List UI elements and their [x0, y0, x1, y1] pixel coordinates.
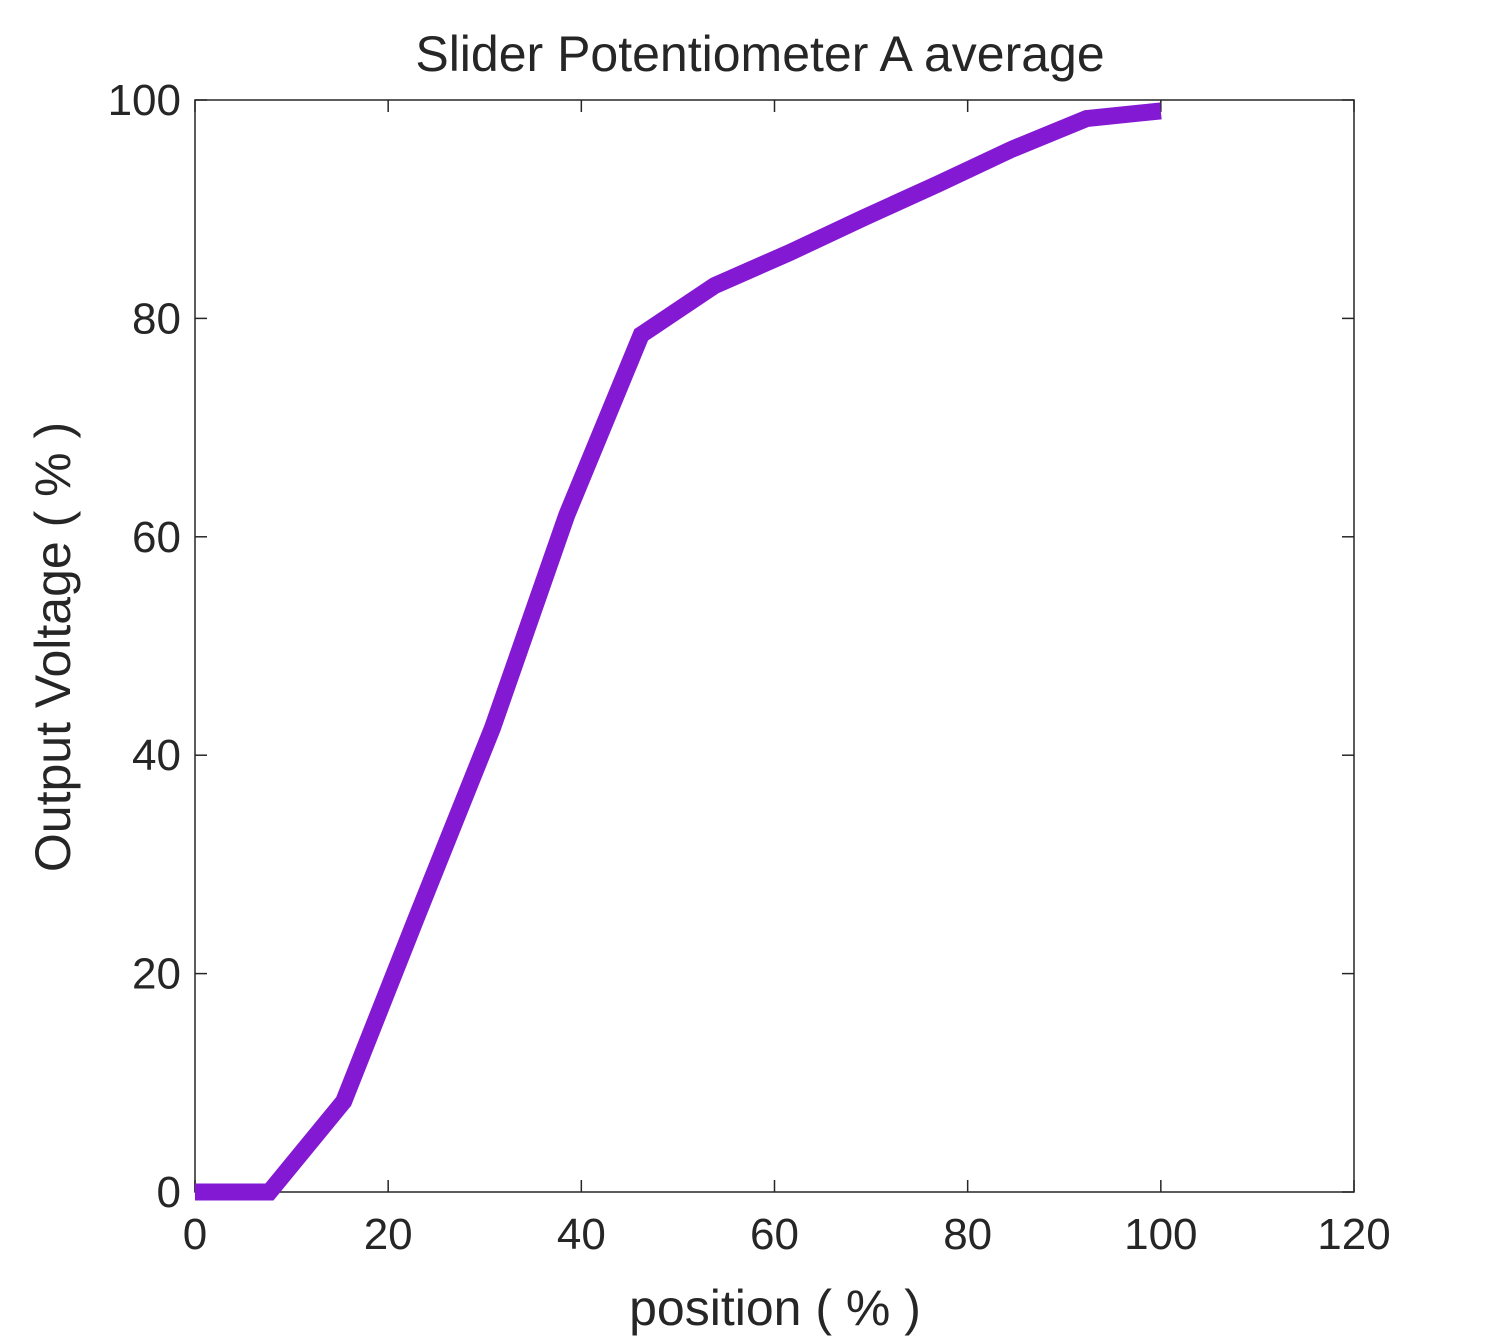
x-tick-label: 20 [364, 1210, 413, 1259]
y-tick-label: 80 [132, 294, 181, 343]
plot-area: 0 20 40 60 80 100 120 0 20 40 60 80 100 [108, 76, 1391, 1259]
y-tick-label: 0 [157, 1168, 181, 1217]
y-tick-label: 100 [108, 76, 181, 125]
x-axis-label: position ( % ) [629, 1280, 921, 1336]
y-tick-label: 60 [132, 513, 181, 562]
x-tick-label: 100 [1124, 1210, 1197, 1259]
x-tick-label: 120 [1317, 1210, 1390, 1259]
x-tick-label: 0 [183, 1210, 207, 1259]
x-tick-label: 40 [557, 1210, 606, 1259]
y-axis-label: Output Voltage ( % ) [25, 422, 81, 872]
x-tick-label: 80 [943, 1210, 992, 1259]
series-line [195, 102, 1162, 1201]
chart-title: Slider Potentiometer A average [415, 26, 1104, 82]
y-tick-label: 40 [132, 731, 181, 780]
y-tick-label: 20 [132, 950, 181, 999]
x-tick-label: 60 [750, 1210, 799, 1259]
